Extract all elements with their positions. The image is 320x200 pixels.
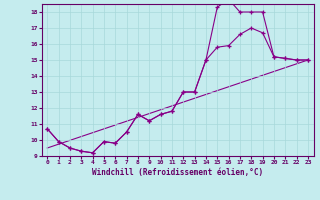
X-axis label: Windchill (Refroidissement éolien,°C): Windchill (Refroidissement éolien,°C) xyxy=(92,168,263,177)
